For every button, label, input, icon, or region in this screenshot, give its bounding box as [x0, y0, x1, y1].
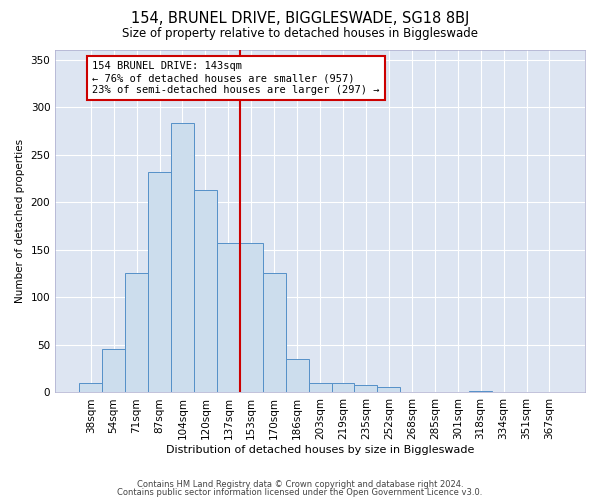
X-axis label: Distribution of detached houses by size in Biggleswade: Distribution of detached houses by size … — [166, 445, 474, 455]
Bar — [194, 190, 217, 392]
Bar — [217, 243, 240, 392]
Bar — [332, 383, 355, 392]
Bar — [263, 272, 286, 392]
Text: 154, BRUNEL DRIVE, BIGGLESWADE, SG18 8BJ: 154, BRUNEL DRIVE, BIGGLESWADE, SG18 8BJ — [131, 11, 469, 26]
Text: Contains HM Land Registry data © Crown copyright and database right 2024.: Contains HM Land Registry data © Crown c… — [137, 480, 463, 489]
Bar — [79, 383, 102, 392]
Text: Contains public sector information licensed under the Open Government Licence v3: Contains public sector information licen… — [118, 488, 482, 497]
Bar — [355, 385, 377, 392]
Text: Size of property relative to detached houses in Biggleswade: Size of property relative to detached ho… — [122, 28, 478, 40]
Bar — [308, 383, 332, 392]
Bar — [148, 172, 171, 392]
Bar — [377, 387, 400, 392]
Bar — [125, 272, 148, 392]
Bar — [102, 348, 125, 393]
Bar — [240, 243, 263, 392]
Bar — [171, 123, 194, 392]
Bar — [469, 390, 492, 392]
Bar — [286, 359, 308, 392]
Text: 154 BRUNEL DRIVE: 143sqm
← 76% of detached houses are smaller (957)
23% of semi-: 154 BRUNEL DRIVE: 143sqm ← 76% of detach… — [92, 62, 379, 94]
Y-axis label: Number of detached properties: Number of detached properties — [15, 139, 25, 304]
